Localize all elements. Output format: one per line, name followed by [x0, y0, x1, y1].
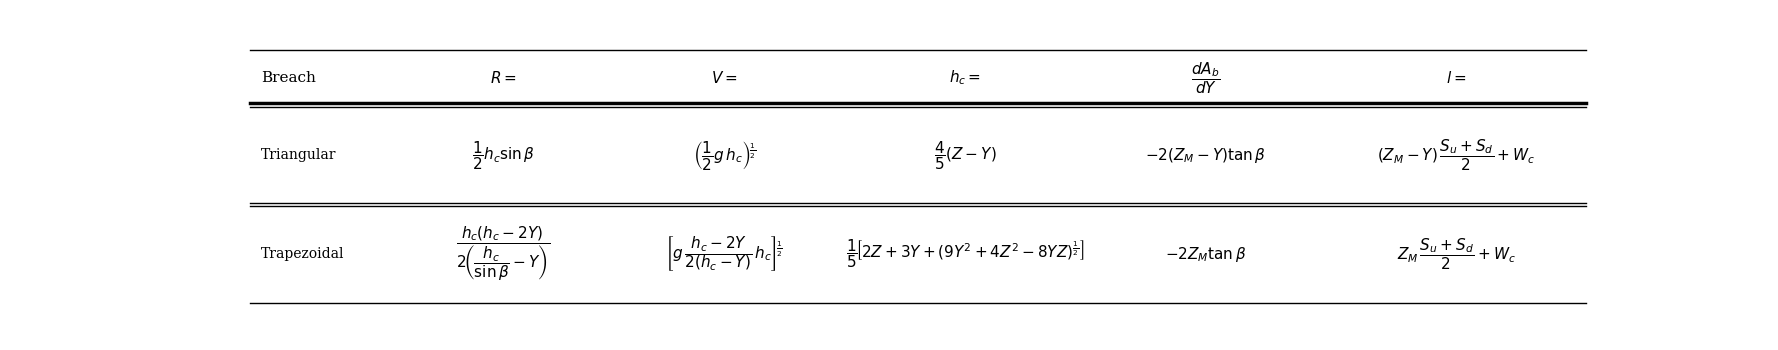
- Text: $\dfrac{1}{2}h_c \sin\beta$: $\dfrac{1}{2}h_c \sin\beta$: [473, 139, 535, 172]
- Text: $\dfrac{dA_b}{dY}$: $\dfrac{dA_b}{dY}$: [1191, 60, 1220, 96]
- Text: $l =$: $l =$: [1446, 70, 1467, 86]
- Text: $\left(\dfrac{1}{2}g\,h_c\right)^{\!\frac{1}{2}}$: $\left(\dfrac{1}{2}g\,h_c\right)^{\!\fra…: [693, 139, 756, 172]
- Text: $h_c =$: $h_c =$: [949, 69, 981, 87]
- Text: $-2(Z_M - Y)\tan\beta$: $-2(Z_M - Y)\tan\beta$: [1145, 146, 1266, 165]
- Text: $(Z_M - Y)\,\dfrac{S_u + S_d}{2} + W_c$: $(Z_M - Y)\,\dfrac{S_u + S_d}{2} + W_c$: [1376, 138, 1536, 173]
- Text: $Z_M\,\dfrac{S_u + S_d}{2} + W_c$: $Z_M\,\dfrac{S_u + S_d}{2} + W_c$: [1398, 236, 1515, 272]
- Text: $\dfrac{1}{5}\!\left[2Z + 3Y + (9Y^2 + 4Z^2 - 8YZ)^{\frac{1}{2}}\right]$: $\dfrac{1}{5}\!\left[2Z + 3Y + (9Y^2 + 4…: [846, 238, 1085, 271]
- Text: Triangular: Triangular: [261, 148, 336, 162]
- Text: $\dfrac{4}{5}(Z-Y)$: $\dfrac{4}{5}(Z-Y)$: [933, 139, 996, 172]
- Text: Breach: Breach: [261, 71, 316, 85]
- Text: $\left[g\,\dfrac{h_c - 2Y}{2(h_c - Y)}\,h_c\right]^{\!\frac{1}{2}}$: $\left[g\,\dfrac{h_c - 2Y}{2(h_c - Y)}\,…: [665, 235, 782, 273]
- Text: Trapezoidal: Trapezoidal: [261, 247, 345, 261]
- Text: $V =$: $V =$: [711, 70, 738, 86]
- Text: $-2Z_M \tan\beta$: $-2Z_M \tan\beta$: [1165, 245, 1246, 264]
- Text: $R =$: $R =$: [491, 70, 517, 86]
- Text: $\dfrac{h_c(h_c - 2Y)}{2\!\left(\dfrac{h_c}{\sin\beta} - Y\right)}$: $\dfrac{h_c(h_c - 2Y)}{2\!\left(\dfrac{h…: [457, 225, 551, 284]
